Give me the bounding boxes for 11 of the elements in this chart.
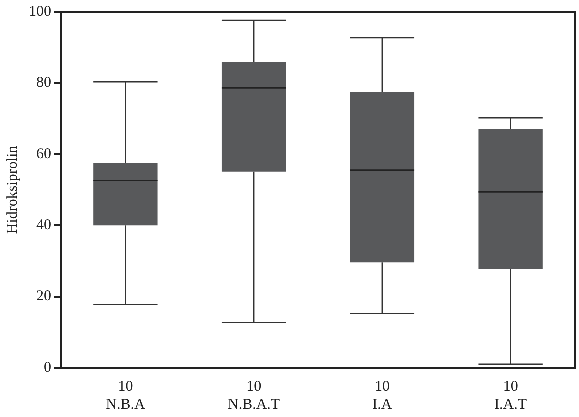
y-tick-label: 100 [29,4,52,20]
x-tick-label: 10 N.B.A [106,378,146,413]
y-axis-title: Hidroksiprolin [4,145,21,234]
y-tick-label: 20 [36,288,52,305]
y-tick-label: 80 [36,75,52,92]
x-tick-label: 10 I.A.T [494,378,528,413]
y-tick-label: 40 [36,218,52,234]
y-tick-label: 0 [44,360,52,376]
x-tick-label: 10 I.A [372,378,392,413]
x-tick-label: 10 N.B.A.T [228,378,280,413]
y-tick-label: 60 [36,146,52,162]
